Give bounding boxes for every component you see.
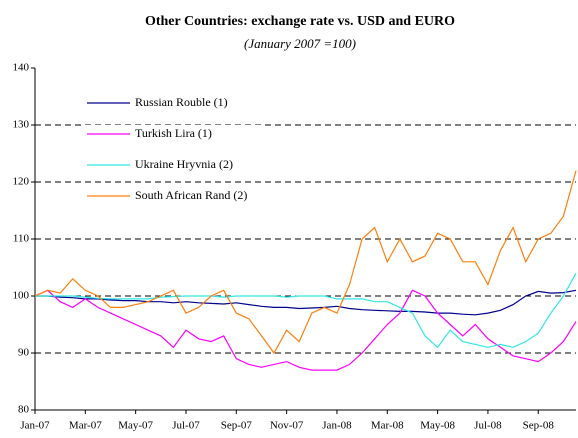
legend-bg xyxy=(83,94,263,112)
legend-bg xyxy=(83,156,263,174)
x-tick-label: Nov-07 xyxy=(270,420,304,432)
x-tick-label: Jul-08 xyxy=(474,420,502,432)
series-line xyxy=(35,289,577,316)
y-tick-label: 100 xyxy=(13,290,30,302)
legend-label: Turkish Lira (1) xyxy=(135,126,212,140)
x-tick-label: Sep-07 xyxy=(221,420,253,432)
x-tick-label: Mar-08 xyxy=(371,420,404,432)
y-tick-label: 140 xyxy=(13,62,30,74)
y-tick-label: 80 xyxy=(18,404,30,416)
x-tick-label: Jul-07 xyxy=(172,420,200,432)
x-tick-label: Sep-08 xyxy=(523,420,555,432)
x-tick-label: Jan-07 xyxy=(20,420,50,432)
chart-subtitle: (January 2007 =100) xyxy=(244,36,356,51)
x-tick-label: Mar-07 xyxy=(69,420,102,432)
legend-label: Russian Rouble (1) xyxy=(135,95,228,109)
y-tick-label: 130 xyxy=(13,119,30,131)
y-tick-label: 90 xyxy=(18,347,30,359)
y-tick-label: 110 xyxy=(13,233,30,245)
legend-label: South African Rand (2) xyxy=(135,188,247,202)
x-tick-label: Jan-08 xyxy=(322,420,352,432)
legend-bg xyxy=(83,125,263,143)
chart-title: Other Countries: exchange rate vs. USD a… xyxy=(145,14,455,29)
series-line xyxy=(35,272,577,349)
legend-label: Ukraine Hryvnia (2) xyxy=(135,157,233,171)
x-tick-label: May-08 xyxy=(420,420,455,432)
series-line xyxy=(34,289,577,371)
series-line xyxy=(34,170,577,355)
x-tick-label: May-07 xyxy=(118,420,153,432)
legend-bg xyxy=(83,187,263,205)
y-tick-label: 120 xyxy=(13,176,30,188)
